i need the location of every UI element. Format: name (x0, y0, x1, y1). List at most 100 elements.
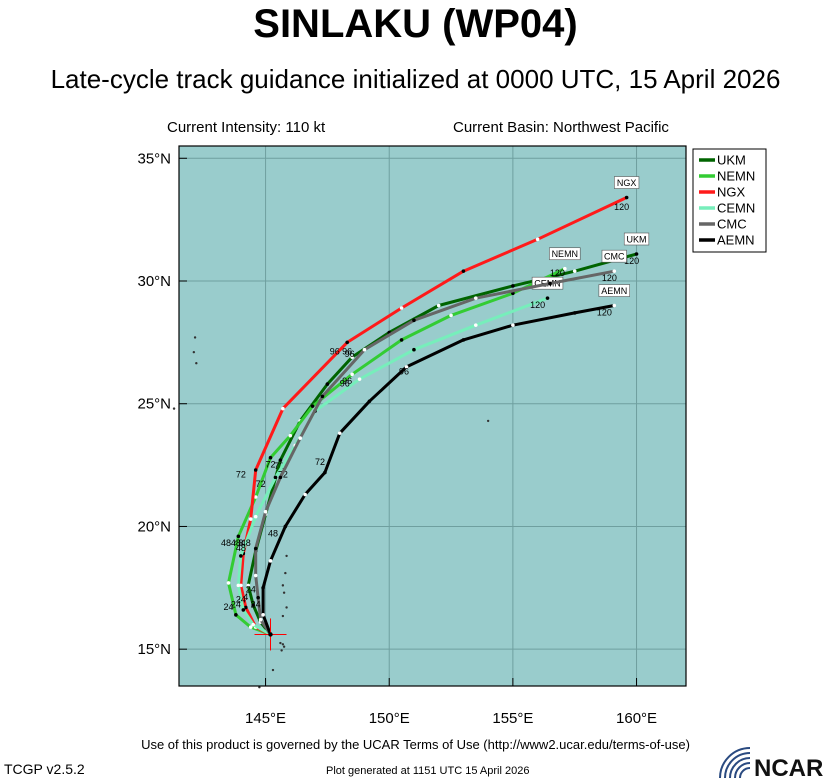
page-title: SINLAKU (WP04) (253, 2, 578, 46)
legend-box (692, 148, 767, 253)
track-point (248, 517, 253, 521)
lat-tick-label: 25°N (137, 396, 171, 413)
legend-entry: CEMN (717, 201, 755, 216)
track-point (612, 303, 617, 308)
model-end-label-box (601, 249, 627, 263)
forecast-hour-label: 96 (399, 366, 409, 376)
forecast-hour-label: 120 (624, 256, 639, 266)
model-end-label: CMC (604, 252, 625, 262)
legend-entry: CMC (717, 217, 747, 232)
forecast-hour-label: 24 (246, 585, 256, 595)
island (279, 641, 282, 645)
island (284, 571, 287, 575)
forecast-hour-label: 72 (256, 479, 266, 489)
island (280, 649, 283, 652)
track-point (243, 605, 248, 610)
forecast-hour-label: 120 (530, 300, 545, 310)
track-point (511, 284, 515, 288)
model-end-label-box (623, 232, 650, 246)
track-point (241, 608, 246, 612)
island (285, 606, 288, 609)
track-point (572, 311, 577, 315)
generated-timestamp: Plot generated at 1151 UTC 15 April 2026 (326, 765, 530, 777)
track-nemn (227, 267, 567, 636)
track-point (253, 468, 258, 472)
track-point (268, 559, 273, 563)
forecast-hour-label: 24 (231, 599, 241, 609)
model-end-label: NGX (617, 178, 637, 188)
legend-entry: NGX (717, 185, 746, 200)
track-point (253, 546, 258, 551)
track-point (362, 347, 367, 352)
forecast-hour-label: 120 (597, 307, 612, 317)
track-point (288, 433, 293, 438)
lat-tick-label: 15°N (137, 641, 171, 658)
track-point (473, 323, 478, 327)
track-point (399, 338, 404, 342)
model-end-label: AEMN (601, 286, 627, 296)
track-point (412, 318, 416, 323)
ncar-logo-text: NCAR (754, 755, 823, 779)
track-point (535, 237, 540, 242)
island (486, 419, 490, 423)
island (282, 645, 286, 648)
track-point (278, 475, 283, 480)
island (271, 668, 275, 672)
model-end-label-box (549, 247, 581, 261)
ncar-logo: NCAR (719, 747, 823, 779)
forecast-hour-label: 48 (231, 538, 241, 548)
track-point (563, 266, 567, 271)
track-point (310, 404, 315, 408)
track-point (399, 306, 404, 310)
track-point (268, 455, 273, 460)
track-point (545, 296, 550, 300)
lat-tick-label: 35°N (137, 150, 171, 167)
forecast-hour-label: 72 (315, 457, 325, 467)
track-point (511, 323, 515, 327)
track-point (236, 534, 241, 539)
track-point (323, 470, 327, 475)
lat-tick-label: 20°N (137, 518, 171, 535)
track-point (337, 431, 342, 435)
ncar-logo-mark (719, 747, 751, 779)
track-point (261, 586, 265, 590)
legend-entry: AEMN (717, 233, 755, 248)
forecast-hour-label: 96 (330, 347, 340, 357)
track-point (263, 509, 268, 514)
forecast-hour-label: 48 (241, 538, 251, 548)
track-point (449, 313, 453, 318)
track-point (226, 581, 231, 585)
model-end-label-box (614, 176, 640, 189)
track-point (357, 377, 362, 381)
track-aemn (261, 304, 616, 636)
terms-of-use: Use of this product is governed by the U… (141, 737, 690, 752)
track-point (253, 495, 258, 499)
track-point (251, 622, 255, 627)
lon-tick-label: 150°E (369, 710, 410, 727)
track-point (634, 252, 639, 256)
current-position-dot (268, 632, 273, 637)
plot-frame (178, 145, 687, 687)
forecast-hour-label: 72 (265, 460, 275, 470)
track-point (246, 583, 251, 588)
island (192, 350, 196, 354)
legend-entry: UKM (717, 153, 746, 168)
island (285, 554, 288, 558)
track-point (367, 399, 372, 404)
lon-tick-label: 145°E (245, 710, 286, 727)
track-point (283, 524, 288, 529)
forecast-hour-label: 96 (345, 349, 355, 359)
track-point (261, 613, 265, 617)
track-point (320, 394, 325, 399)
forecast-hour-label: 24 (251, 599, 261, 609)
track-point (436, 303, 441, 308)
track-point (278, 458, 283, 462)
track-point (251, 603, 255, 607)
track-point (303, 492, 307, 497)
island (193, 336, 197, 339)
track-point (248, 625, 253, 629)
forecast-hour-label: 96 (342, 376, 352, 386)
island (195, 362, 198, 365)
track-point (461, 269, 466, 273)
track-cmc (254, 269, 616, 636)
